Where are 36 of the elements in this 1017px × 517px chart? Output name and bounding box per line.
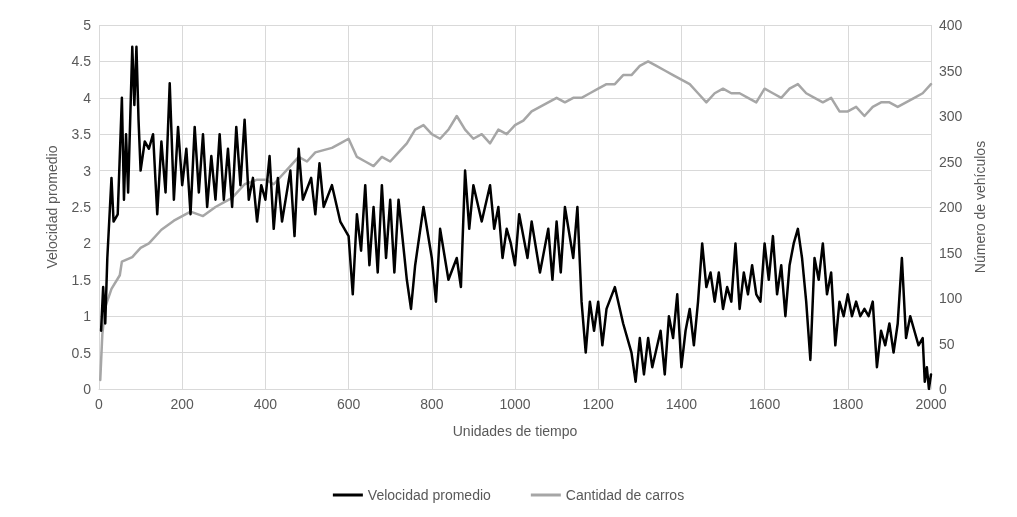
legend-label: Velocidad promedio bbox=[367, 487, 492, 503]
y-tick-label: 2 bbox=[83, 235, 92, 252]
y2-tick-label: 100 bbox=[939, 290, 963, 306]
x-tick-label: 1400 bbox=[665, 396, 698, 412]
x-tick-label: 1800 bbox=[832, 396, 864, 412]
y2-tick-label: 300 bbox=[939, 108, 963, 124]
x-tick-label: 1600 bbox=[749, 396, 781, 412]
x-tick-label: 1000 bbox=[499, 396, 531, 412]
y-tick-label: 1 bbox=[83, 308, 92, 325]
y-tick-label: 4.5 bbox=[71, 53, 92, 70]
x-tick-label: 2000 bbox=[915, 396, 947, 412]
y-axis-title: Velocidad promedio bbox=[44, 145, 60, 269]
y-tick-label: 0 bbox=[83, 381, 92, 397]
y-tick-label: 4 bbox=[83, 89, 92, 106]
y2-tick-label: 0 bbox=[939, 381, 947, 397]
y-tick-label: 3 bbox=[83, 162, 92, 179]
y2-tick-label: 250 bbox=[939, 153, 963, 170]
x-axis-title: Unidades de tiempo bbox=[452, 423, 578, 439]
y2-tick-label: 350 bbox=[939, 62, 963, 79]
x-tick-label: 800 bbox=[420, 396, 444, 412]
y-tick-label: 2.5 bbox=[71, 199, 92, 215]
y-tick-label: 1.5 bbox=[71, 271, 92, 288]
legend-label: Cantidad de carros bbox=[565, 487, 685, 503]
y-tick-label: 3.5 bbox=[71, 126, 92, 143]
y-tick-label: 5 bbox=[83, 17, 92, 33]
x-tick-label: 0 bbox=[95, 396, 104, 412]
y2-tick-label: 400 bbox=[939, 17, 963, 33]
y-tick-label: 0.5 bbox=[71, 344, 92, 361]
x-tick-label: 1200 bbox=[582, 396, 614, 412]
x-tick-label: 600 bbox=[336, 396, 361, 412]
x-tick-label: 400 bbox=[253, 396, 278, 412]
x-tick-label: 200 bbox=[170, 396, 195, 412]
y2-tick-label: 50 bbox=[939, 335, 955, 352]
y2-tick-label: 150 bbox=[939, 244, 963, 261]
y2-axis-title: Número de vehículos bbox=[972, 140, 989, 274]
y2-tick-label: 200 bbox=[939, 199, 963, 215]
